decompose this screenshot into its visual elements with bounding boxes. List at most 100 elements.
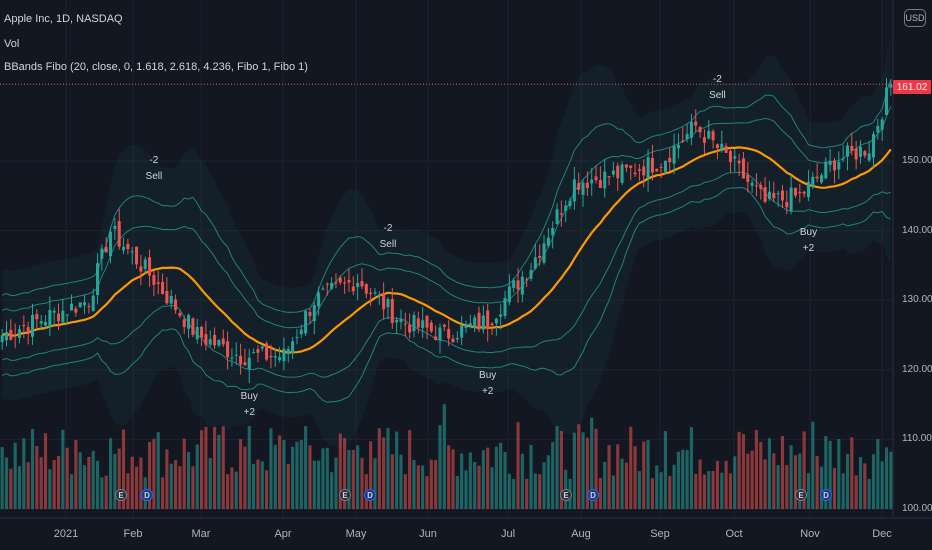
time-tick-label: Apr [274,528,292,540]
candle-body [776,193,780,195]
dividend-marker-icon[interactable]: D [364,489,376,501]
earnings-marker-icon[interactable]: E [115,489,127,501]
time-tick-label: Oct [725,528,743,540]
volume-bar [542,462,546,509]
candle-body [759,184,763,189]
volume-bar [226,474,230,509]
time-tick-label: 2021 [53,528,79,540]
candle-body [841,158,845,160]
volume-bar [416,465,420,509]
candles [0,78,893,384]
candle-body [750,182,754,186]
volume-bar [130,456,134,509]
buy-signal-value: +2 [243,407,255,419]
volume-bar [724,460,728,509]
volume-bar [763,459,767,509]
candle-body [312,304,316,322]
candle-body [269,355,273,358]
volume-bar [776,465,780,509]
volume-bar [169,463,173,509]
volume-bar [516,422,520,509]
volume-bar [377,428,381,509]
volume-bar [733,456,737,509]
volume-bar [373,458,377,509]
volume-bar [39,457,43,509]
candle-body [854,148,858,160]
candle-body [135,246,139,265]
candle-body [889,84,893,88]
candle-body [594,176,598,181]
candle-body [191,318,195,335]
candle-body [793,187,797,196]
candle-body [616,165,620,179]
volume-bar [95,460,100,509]
candle-body [204,334,208,345]
volume-bar [260,461,264,509]
earnings-marker-icon[interactable]: E [795,489,807,501]
candle-body [876,125,880,133]
indicator-legend[interactable]: BBands Fibo (20, close, 0, 1.618, 2.618,… [4,61,308,73]
volume-bar [798,453,802,509]
candle-body [785,201,789,208]
volume-bar [572,432,576,509]
candle-body [867,153,871,161]
volume-bar [91,450,95,509]
candle-body [451,338,455,343]
candle-body [9,329,13,340]
candle-body [286,348,290,355]
currency-badge[interactable]: USD [904,9,926,27]
candle-body [343,282,347,284]
volume-bar [187,451,191,509]
sell-signal-label: Sell [145,170,163,182]
earnings-marker-icon[interactable]: E [560,489,572,501]
candle-body [178,312,182,316]
volume-bar [382,437,386,509]
dividend-marker-icon[interactable]: D [587,489,599,501]
candle-body [572,179,576,202]
volume-bar [633,446,637,509]
candle-body [728,151,732,162]
candle-body [273,355,277,358]
candle-body [4,331,9,341]
volume-bar [590,417,594,509]
volume-bar [386,428,390,509]
volume-bar [321,448,325,509]
volume-bar [178,466,182,509]
volume-bar [772,453,776,509]
candle-body [243,362,247,366]
dividend-marker-icon[interactable]: D [141,489,153,501]
candle-body [538,255,542,258]
volume-bar [481,450,485,509]
volume-bar [581,432,585,509]
volume-bar [876,439,880,509]
candle-body [624,164,628,168]
price-tick-label: 150.00 [902,155,932,166]
volume-bar [243,446,247,509]
volume-bar [577,424,581,509]
volume-bar [338,433,342,509]
volume-bar [646,440,650,509]
volume-bar [43,433,48,509]
earnings-marker-icon[interactable]: E [339,489,351,501]
price-tick-label: 120.00 [902,363,932,375]
candle-body [546,237,550,246]
sell-signal-value: -2 [383,222,393,234]
candle-body [832,160,836,171]
dividend-marker-icon[interactable]: D [820,489,832,501]
candle-body [91,295,95,312]
volume-legend[interactable]: Vol [4,38,20,50]
time-tick-label: Mar [191,528,211,540]
volume-bar [811,421,815,509]
candle-body [386,299,390,308]
candle-body [837,161,841,170]
candle-body [139,266,143,272]
volume-bar [334,457,338,509]
symbol-title[interactable]: Apple Inc, 1D, NASDAQ [4,13,123,25]
candle-body [35,313,39,320]
volume-bar [555,426,559,509]
volume-bar [17,466,22,509]
candle-body [304,311,308,334]
candle-body [512,280,516,288]
volume-bar [837,438,841,509]
